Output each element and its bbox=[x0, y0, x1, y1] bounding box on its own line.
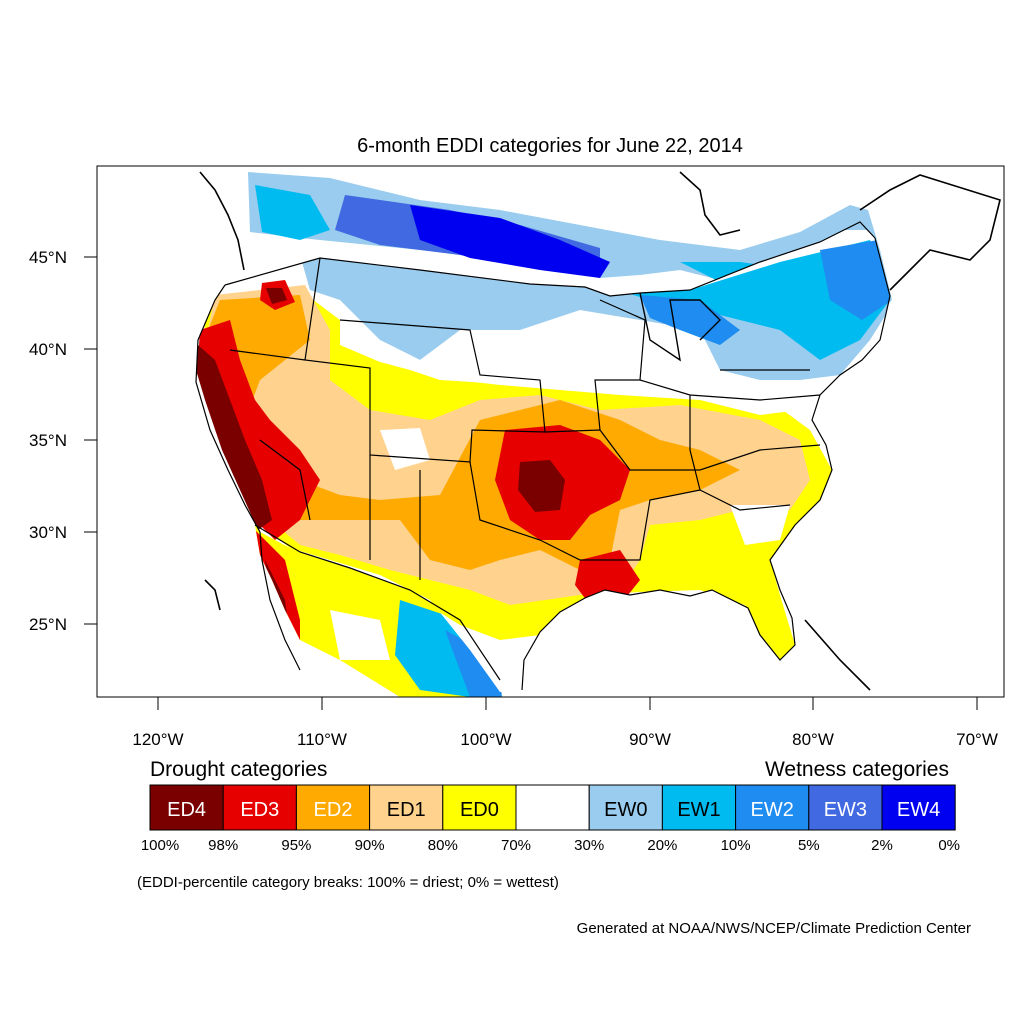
legend-swatch-label: ED1 bbox=[387, 799, 426, 821]
map-area bbox=[96, 165, 1005, 698]
legend-break-label: 80% bbox=[428, 837, 458, 854]
map-title: 6-month EDDI categories for June 22, 201… bbox=[357, 135, 743, 157]
lat-label: 35°N bbox=[29, 431, 67, 450]
longitude-axis: 120°W 110°W 100°W 90°W 80°W 70°W bbox=[132, 697, 998, 749]
lon-label: 70°W bbox=[956, 730, 998, 749]
legend-swatch-label: EW4 bbox=[897, 799, 940, 821]
lat-label: 30°N bbox=[29, 523, 67, 542]
wetness-heading: Wetness categories bbox=[765, 758, 949, 781]
legend-swatch bbox=[735, 784, 810, 831]
legend: Drought categories Wetness categories ED… bbox=[137, 758, 960, 891]
legend-break-label: 70% bbox=[501, 837, 531, 854]
boundaries bbox=[195, 221, 891, 691]
us-eddi-field bbox=[196, 230, 890, 692]
legend-swatch-label: ED2 bbox=[314, 799, 353, 821]
lon-label: 80°W bbox=[792, 730, 834, 749]
legend-swatch bbox=[222, 784, 297, 831]
legend-break-label: 0% bbox=[938, 837, 960, 854]
legend-swatch bbox=[149, 784, 224, 831]
credit: Generated at NOAA/NWS/NCEP/Climate Predi… bbox=[577, 920, 971, 937]
legend-boxes: ED4 ED3 ED2 ED1 ED0 EW0 EW1 EW2 EW3 EW4 bbox=[149, 784, 956, 831]
lon-label: 120°W bbox=[132, 730, 183, 749]
legend-breaks: 100% 98% 95% 90% 80% 70% 30% 20% 10% 5% 2% 0% bbox=[141, 837, 960, 854]
legend-swatch-label: ED4 bbox=[167, 799, 206, 821]
legend-break-label: 95% bbox=[281, 837, 311, 854]
legend-swatch bbox=[881, 784, 956, 831]
legend-swatch-label: ED3 bbox=[240, 799, 279, 821]
lat-label: 45°N bbox=[29, 248, 67, 267]
legend-swatch-label: EW0 bbox=[604, 799, 647, 821]
lat-label: 25°N bbox=[29, 615, 67, 634]
legend-swatch-label: EW3 bbox=[824, 799, 867, 821]
legend-break-label: 5% bbox=[798, 837, 820, 854]
legend-break-label: 30% bbox=[574, 837, 604, 854]
legend-swatch bbox=[661, 784, 737, 831]
drought-heading: Drought categories bbox=[150, 758, 327, 781]
lon-label: 90°W bbox=[629, 730, 671, 749]
legend-break-label: 100% bbox=[141, 837, 179, 854]
legend-swatch bbox=[515, 784, 590, 831]
coastline-details bbox=[199, 171, 1001, 691]
legend-swatch-label: ED0 bbox=[460, 799, 499, 821]
legend-swatch-label: EW1 bbox=[677, 799, 720, 821]
legend-break-label: 90% bbox=[355, 837, 385, 854]
legend-swatch bbox=[442, 784, 517, 831]
legend-break-label: 20% bbox=[647, 837, 677, 854]
lon-label: 100°W bbox=[460, 730, 511, 749]
legend-break-label: 2% bbox=[871, 837, 893, 854]
legend-break-label: 10% bbox=[721, 837, 751, 854]
footnote: (EDDI-percentile category breaks: 100% =… bbox=[137, 874, 559, 891]
legend-swatch-label: EW2 bbox=[751, 799, 794, 821]
lon-label: 110°W bbox=[297, 730, 347, 749]
legend-break-label: 98% bbox=[208, 837, 238, 854]
lat-label: 40°N bbox=[29, 340, 67, 359]
latitude-axis: 45°N 40°N 35°N 30°N 25°N bbox=[29, 248, 97, 634]
